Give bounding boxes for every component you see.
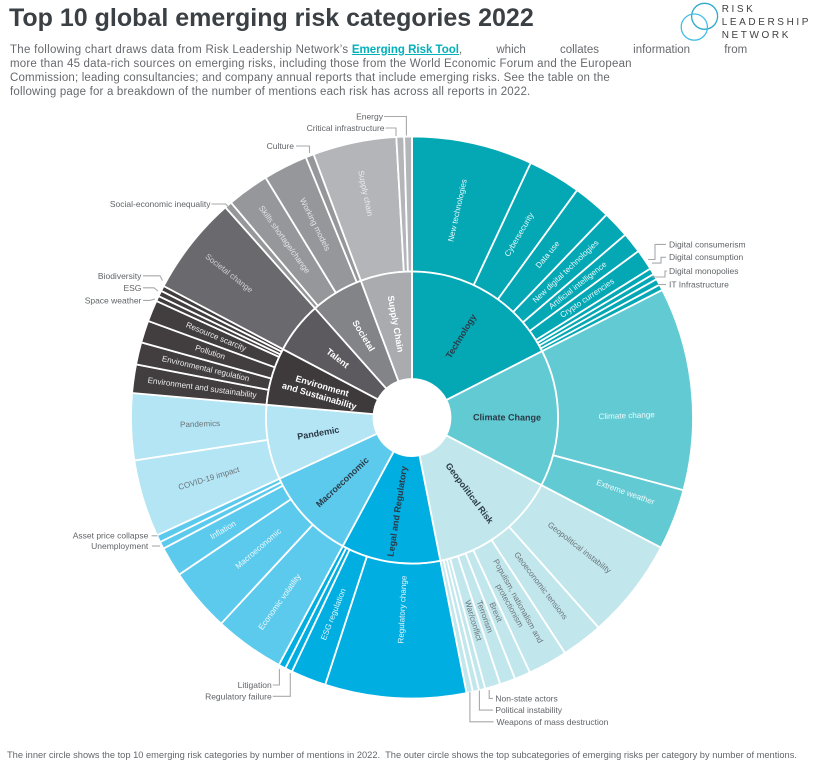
svg-text:RISK: RISK <box>722 4 756 15</box>
svg-text:Digital consumerism: Digital consumerism <box>669 239 746 249</box>
svg-text:Energy: Energy <box>356 112 384 122</box>
svg-text:Critical infrastructure: Critical infrastructure <box>307 123 385 133</box>
svg-text:Political instability: Political instability <box>495 705 562 715</box>
svg-text:Pandemics: Pandemics <box>180 419 220 429</box>
svg-text:Culture: Culture <box>267 141 295 151</box>
svg-text:Unemployment: Unemployment <box>91 541 149 551</box>
svg-text:Litigation: Litigation <box>238 680 272 690</box>
svg-text:Non-state actors: Non-state actors <box>495 693 557 703</box>
svg-text:Regulatory change: Regulatory change <box>396 575 408 644</box>
svg-text:Asset price collapse: Asset price collapse <box>73 531 149 541</box>
svg-text:Weapons of mass destruction: Weapons of mass destruction <box>497 717 609 727</box>
svg-text:NETWORK: NETWORK <box>722 30 791 41</box>
svg-text:Climate change: Climate change <box>598 410 655 421</box>
svg-text:Digital consumption: Digital consumption <box>669 252 743 262</box>
svg-text:ESG: ESG <box>123 283 141 293</box>
svg-text:Social-economic inequality: Social-economic inequality <box>110 199 211 209</box>
svg-text:Space weather: Space weather <box>85 295 142 305</box>
svg-text:Regulatory failure: Regulatory failure <box>205 691 272 701</box>
svg-text:IT Infrastructure: IT Infrastructure <box>669 279 729 289</box>
svg-text:LEADERSHIP: LEADERSHIP <box>722 17 811 28</box>
svg-text:Digital monopolies: Digital monopolies <box>669 266 738 276</box>
svg-text:Biodiversity: Biodiversity <box>98 271 142 281</box>
svg-text:Climate Change: Climate Change <box>473 412 541 422</box>
